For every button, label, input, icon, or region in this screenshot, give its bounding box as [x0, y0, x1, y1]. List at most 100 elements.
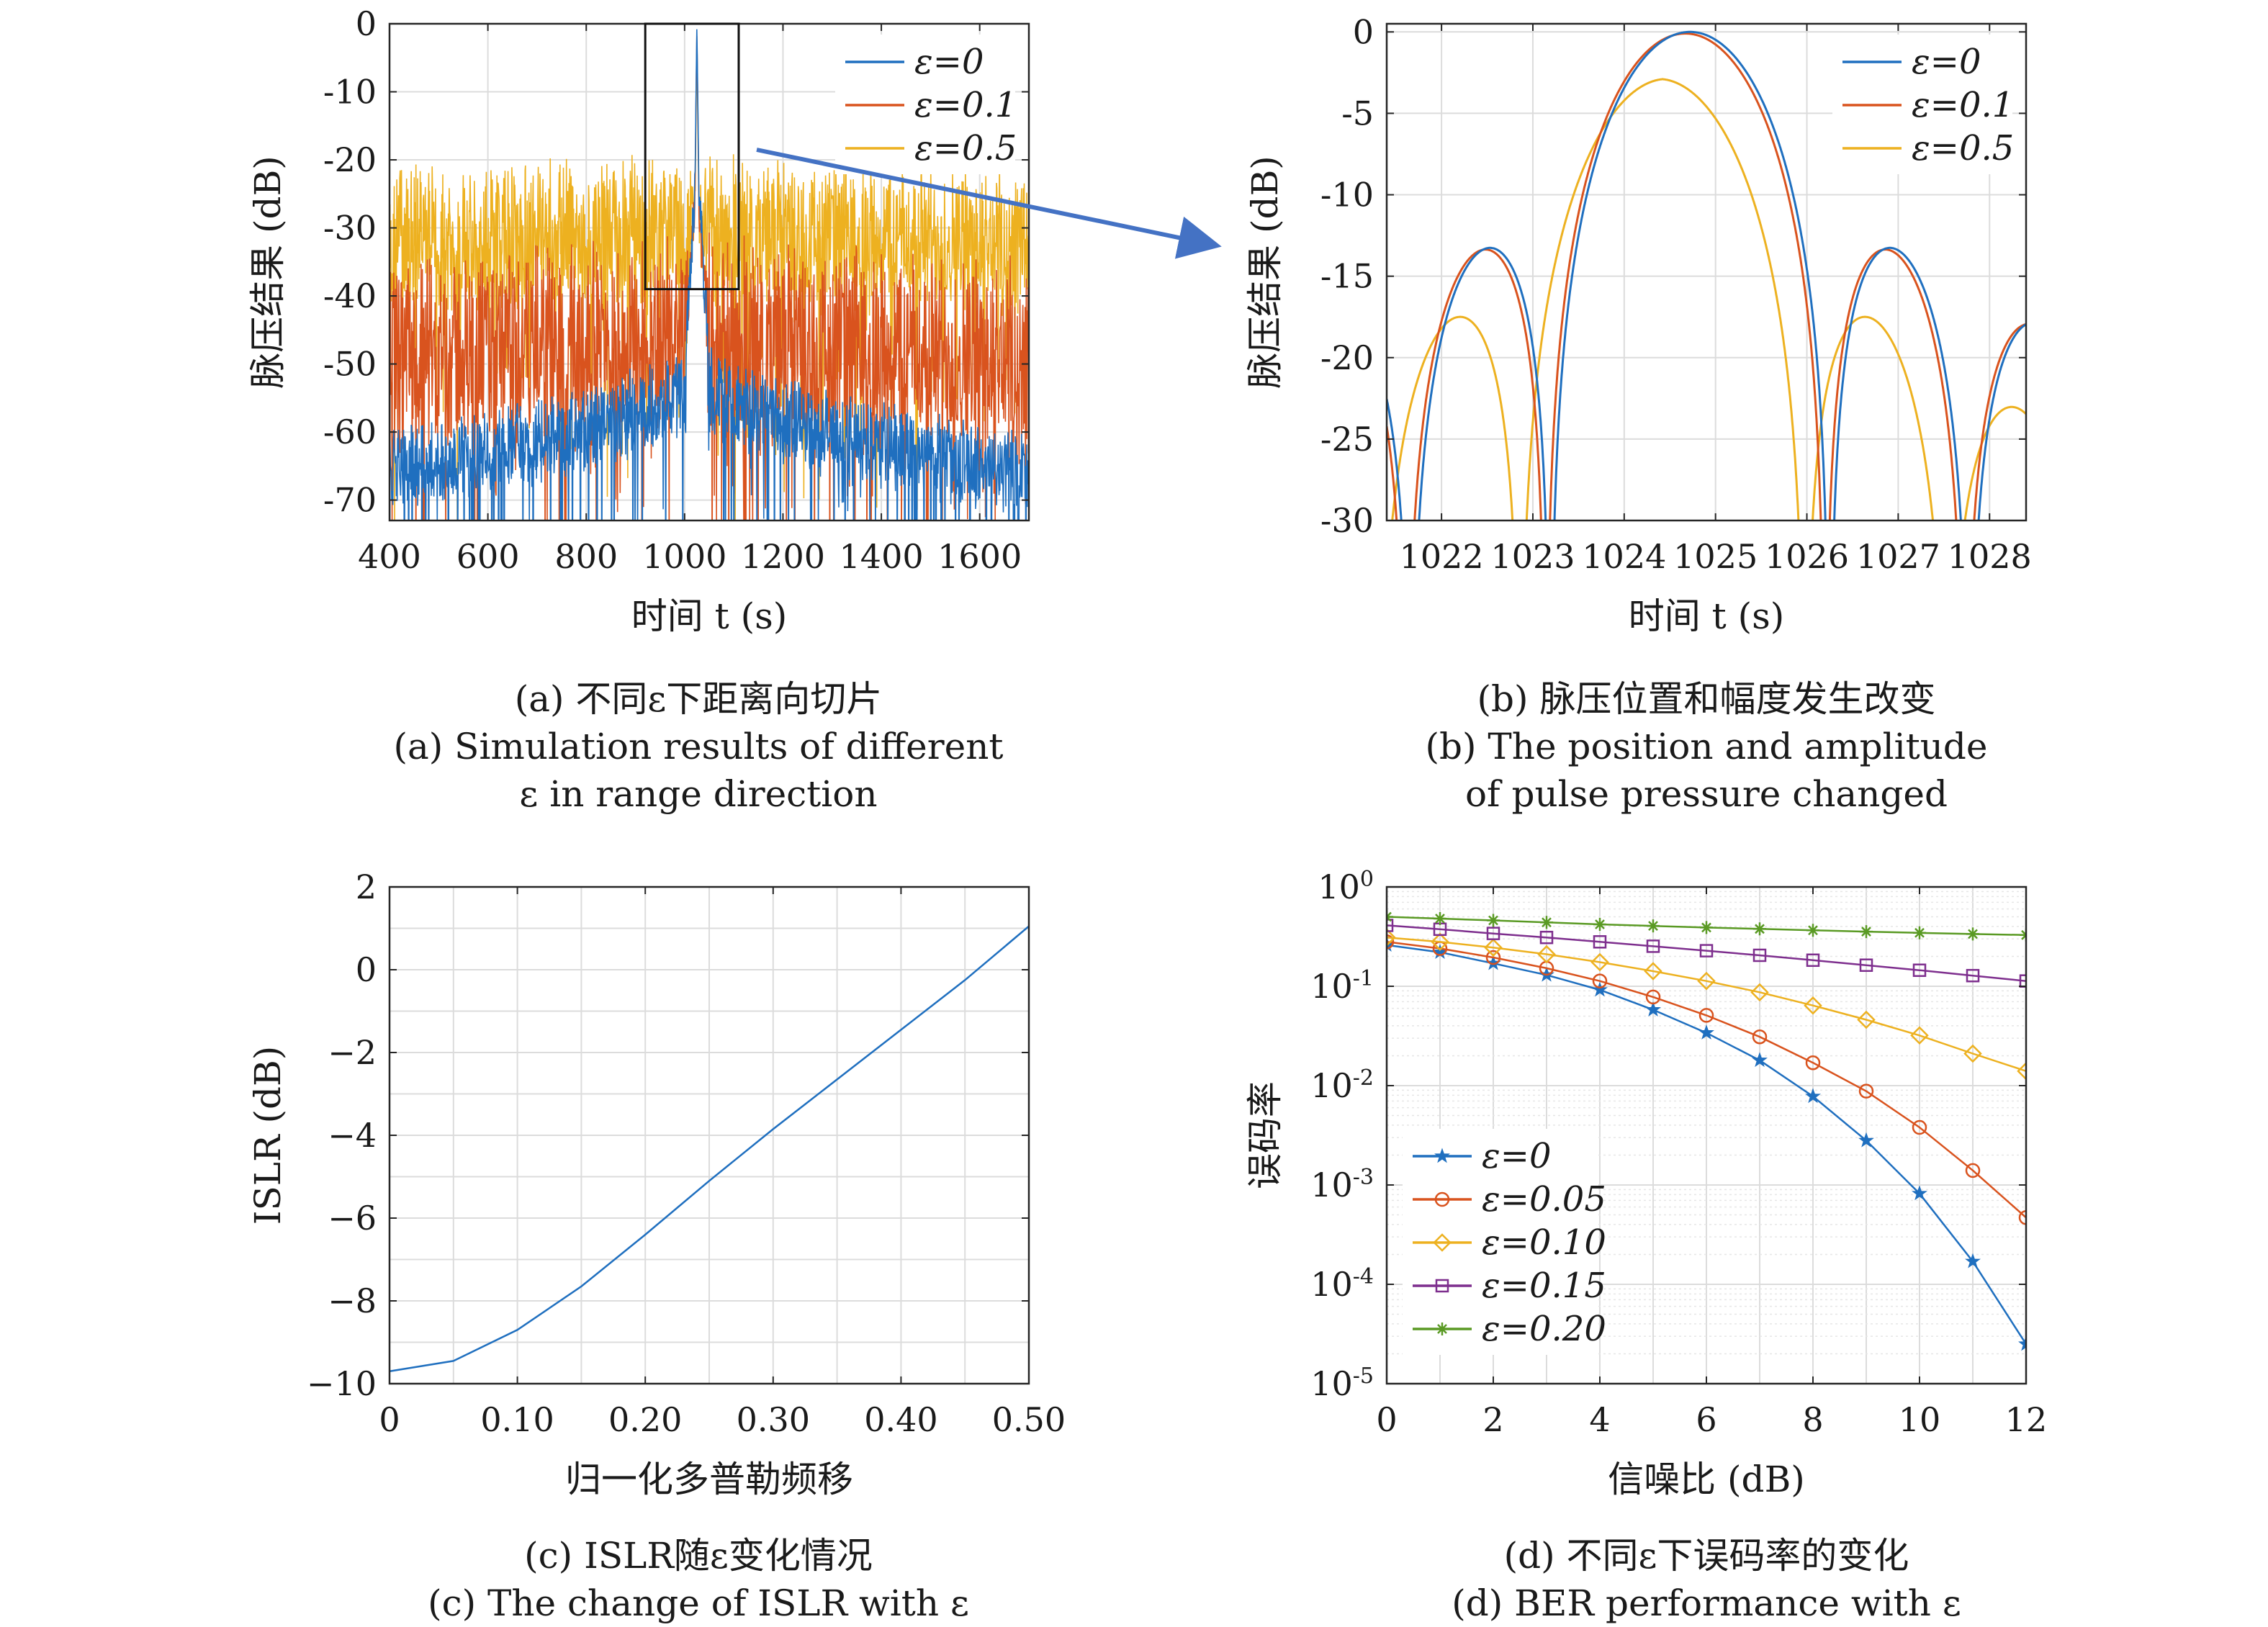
marker-diamond	[1590, 952, 1609, 972]
x-tick-label: 1000	[642, 537, 726, 576]
zoom-arrow	[756, 148, 1222, 259]
y-tick-label: 10-2	[1310, 1065, 1374, 1106]
x-tick-label: 0	[1376, 1400, 1397, 1439]
marker-diamond	[1433, 1233, 1452, 1252]
y-tick-label: −8	[328, 1281, 377, 1320]
caption-b-line-1: (b) 脉压位置和幅度发生改变	[1477, 678, 1936, 720]
x-tick-label: 1025	[1673, 537, 1758, 576]
marker-square	[1752, 948, 1767, 963]
plot-area	[1387, 910, 2026, 1351]
x-tick-label: 0	[379, 1400, 400, 1439]
marker-star	[1912, 1185, 1927, 1201]
legend-entry: ε=0.15	[1482, 1266, 1606, 1306]
zoom-box	[644, 22, 740, 291]
zoom-annotation	[644, 22, 1222, 291]
marker-square	[1966, 968, 1980, 983]
y-tick-label: -20	[323, 140, 377, 179]
y-tick-label: 100	[1318, 867, 1374, 907]
marker-diamond	[1387, 928, 1396, 947]
y-tick-label: -30	[323, 209, 377, 248]
series-line-ε=0	[1387, 30, 2026, 520]
y-tick-label: −4	[328, 1116, 377, 1155]
marker-star	[1645, 1001, 1661, 1017]
y-tick-label: 0	[356, 4, 377, 43]
marker-plus	[1647, 919, 1660, 933]
marker-square	[1859, 958, 1873, 972]
marker-circle	[1965, 1163, 1981, 1178]
marker-square	[2019, 974, 2026, 988]
x-tick-label: 1600	[937, 537, 1022, 576]
y-tick-base: 10	[1310, 1364, 1353, 1403]
marker-circle	[1858, 1083, 1874, 1099]
chart-c: 0 0.10 0.20 0.30 0.40 0.50 2 0 −2 −4 −6 −8 −10 归一化多普勒…	[247, 867, 1066, 1500]
y-tick-label: -60	[323, 413, 377, 451]
x-tick-label: 6	[1696, 1400, 1716, 1439]
x-tick-label: 0.20	[608, 1400, 682, 1439]
marker-diamond	[1431, 932, 1449, 952]
y-tick-label: -40	[323, 276, 377, 315]
y-tick-label: -10	[1320, 176, 1374, 215]
marker-circle	[2018, 1210, 2026, 1225]
y-tick-base: 10	[1310, 1166, 1353, 1204]
y-tick-label: 2	[356, 867, 377, 906]
marker-circle	[1592, 973, 1608, 988]
marker-square	[1646, 939, 1660, 953]
x-tick-label: 2	[1482, 1400, 1503, 1439]
plot-area	[390, 29, 1029, 520]
legend-entry: ε=0	[1912, 42, 1981, 82]
plot-area	[390, 925, 1029, 1373]
marker-plus	[1436, 1322, 1449, 1335]
y-tick-label: -15	[1320, 257, 1374, 296]
marker-square	[1539, 930, 1554, 945]
y-tick-label: 10-3	[1310, 1165, 1374, 1205]
marker-star	[1965, 1253, 1981, 1268]
x-tick-label: 10	[1899, 1400, 1941, 1439]
x-axis-label: 时间 t (s)	[631, 595, 788, 637]
caption-c-line-1: (c) ISLR随ε变化情况	[524, 1535, 873, 1577]
x-tick-label: 1400	[840, 537, 924, 576]
caption-b-line-3: of pulse pressure changed	[1464, 773, 1948, 815]
y-tick-exponent: -1	[1353, 966, 1374, 991]
marker-plus	[1966, 927, 1979, 941]
legend-entry: ε=0.5	[1912, 128, 2014, 168]
legend-entry: ε=0.5	[914, 128, 1017, 168]
caption-b: (b) 脉压位置和幅度发生改变 (b) The position and amp…	[1238, 675, 2174, 818]
legend-entry: ε=0.10	[1482, 1222, 1606, 1263]
axes-box	[1385, 22, 2028, 522]
marker-square	[1387, 919, 1394, 932]
y-axis-label: 脉压结果 (dB)	[247, 156, 289, 389]
marker-star	[1698, 1024, 1714, 1040]
x-axis-label: 归一化多普勒频移	[565, 1459, 853, 1500]
marker-diamond	[1484, 938, 1503, 957]
caption-d-line-2: (d) BER performance with ε	[1452, 1582, 1961, 1624]
marker-circle	[1485, 950, 1501, 965]
x-tick-label: 0.30	[737, 1400, 810, 1439]
x-tick-label: 1200	[741, 537, 825, 576]
y-tick-base: 10	[1310, 967, 1353, 1006]
y-tick-label: −2	[328, 1033, 377, 1072]
y-tick-label: -5	[1341, 94, 1374, 132]
series-line-ε=0	[390, 29, 1029, 520]
marker-circle	[1752, 1029, 1768, 1045]
y-tick-label: -20	[1320, 338, 1374, 377]
marker-square	[1593, 935, 1607, 949]
y-tick-base: 10	[1310, 1066, 1353, 1105]
marker-star	[1592, 981, 1608, 997]
marker-plus	[1913, 926, 1926, 939]
marker-star	[1858, 1132, 1874, 1148]
legend-entry: ε=0	[1482, 1136, 1552, 1176]
caption-b-line-2: (b) The position and amplitude	[1425, 726, 1988, 767]
legend-entry: ε=0.1	[1912, 85, 2014, 125]
y-tick-exponent: 0	[1360, 867, 1374, 892]
caption-d-line-1: (d) 不同ε下误码率的变化	[1503, 1535, 1909, 1577]
y-tick-base: 10	[1318, 867, 1360, 906]
marker-diamond	[1910, 1026, 1929, 1045]
y-axis-label: 误码率	[1244, 1081, 1286, 1189]
series-line-islr	[390, 925, 1029, 1373]
chart-b: 1022 1023 1024 1025 1026 1027 1028 0 -5 -10 -15 -20…	[1244, 12, 2032, 637]
marker-diamond	[1644, 962, 1662, 981]
caption-c: (c) ISLR随ε变化情况 (c) The change of ISLR wi…	[230, 1532, 1166, 1627]
x-axis-label: 时间 t (s)	[1629, 595, 1785, 637]
